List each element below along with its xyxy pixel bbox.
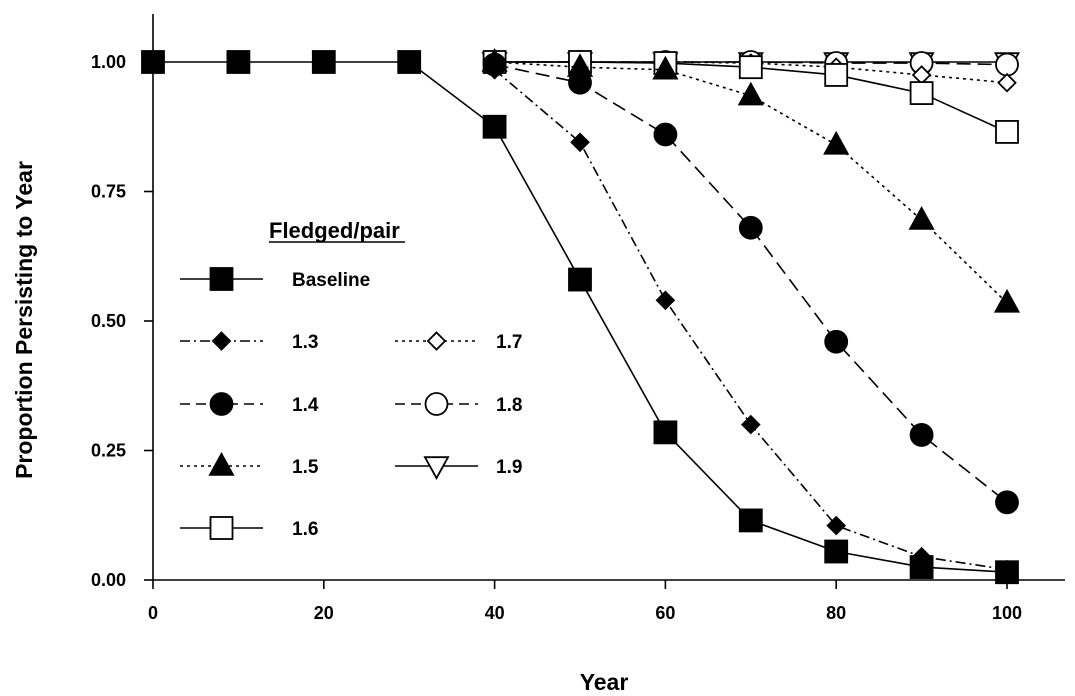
series-layer xyxy=(141,48,1021,585)
legend-marker xyxy=(208,452,235,476)
y-tick-label: 0.25 xyxy=(91,441,126,461)
series-baseline xyxy=(141,50,1019,585)
series-line xyxy=(494,69,1008,571)
data-point xyxy=(484,59,505,80)
x-tick-label: 100 xyxy=(992,603,1022,623)
data-point xyxy=(738,55,763,80)
data-point xyxy=(311,50,336,74)
legend-item-1-7: 1.7 xyxy=(395,331,522,353)
data-point xyxy=(824,63,849,87)
series-1-5 xyxy=(481,48,1021,313)
y-tick-label: 0.00 xyxy=(91,570,126,590)
data-point xyxy=(738,215,763,240)
series-1-3 xyxy=(484,59,1017,580)
legend-item-1-4: 1.4 xyxy=(180,392,319,416)
data-point xyxy=(568,70,592,95)
legend-label: 1.7 xyxy=(496,332,522,353)
ticks: 0 20 40 60 80 100 0.00 0.25 0.50 0.75 1.00 xyxy=(91,52,1022,623)
legend-label: 1.3 xyxy=(292,332,318,353)
data-point xyxy=(397,50,422,74)
data-point xyxy=(993,288,1021,313)
legend-label: 1.8 xyxy=(496,395,522,416)
legend: Fledged/pair Baseline 1.3 1.4 1.5 1.6 1.7 1.8 1.… xyxy=(180,218,522,540)
data-point xyxy=(482,114,507,139)
y-axis-title: Proportion Persisting to Year xyxy=(11,161,37,479)
x-tick-label: 40 xyxy=(485,603,505,623)
x-axis-title: Year xyxy=(580,669,629,695)
data-point xyxy=(653,122,678,147)
data-point xyxy=(568,267,592,292)
legend-label: 1.5 xyxy=(292,457,319,478)
data-point xyxy=(997,72,1017,93)
legend-marker xyxy=(209,392,234,416)
data-point xyxy=(995,560,1019,585)
y-tick-label: 0.75 xyxy=(91,182,126,202)
data-point xyxy=(226,50,251,74)
legend-item-1-5: 1.5 xyxy=(180,452,319,478)
series-1-4 xyxy=(482,52,1019,515)
data-point xyxy=(737,81,764,106)
data-point xyxy=(909,423,934,447)
data-point xyxy=(738,508,763,533)
data-point xyxy=(908,206,935,230)
legend-marker xyxy=(424,392,449,416)
legend-item-1-9: 1.9 xyxy=(395,456,522,480)
legend-label: 1.9 xyxy=(496,457,522,478)
data-point xyxy=(995,120,1019,144)
data-point xyxy=(652,55,679,80)
x-tick-label: 60 xyxy=(655,603,675,623)
legend-item-baseline: Baseline xyxy=(180,267,370,291)
data-point xyxy=(995,490,1019,515)
data-point xyxy=(655,290,676,311)
legend-marker xyxy=(209,267,234,291)
data-point xyxy=(141,50,165,74)
legend-label: Baseline xyxy=(292,270,370,291)
y-tick-label: 1.00 xyxy=(91,52,126,72)
legend-title: Fledged/pair xyxy=(269,218,400,243)
legend-marker xyxy=(423,456,450,480)
x-tick-label: 0 xyxy=(148,603,158,623)
data-point xyxy=(823,130,850,155)
legend-marker xyxy=(211,331,232,351)
data-point xyxy=(826,515,847,536)
y-tick-label: 0.50 xyxy=(91,311,126,331)
data-point xyxy=(909,81,934,105)
data-point xyxy=(824,539,849,564)
axes xyxy=(152,14,1065,581)
data-point xyxy=(824,329,849,354)
legend-label: 1.4 xyxy=(292,395,319,416)
x-tick-label: 20 xyxy=(314,603,334,623)
data-point xyxy=(995,52,1019,77)
data-point xyxy=(570,132,590,153)
legend-marker xyxy=(426,331,447,351)
legend-item-1-8: 1.8 xyxy=(395,392,522,416)
legend-item-1-3: 1.3 xyxy=(180,331,318,353)
data-point xyxy=(740,414,761,435)
x-tick-label: 80 xyxy=(826,603,846,623)
data-point xyxy=(653,420,678,445)
legend-marker xyxy=(209,516,234,540)
data-point xyxy=(909,555,934,579)
legend-item-1-6: 1.6 xyxy=(180,516,318,540)
legend-label: 1.6 xyxy=(292,519,318,540)
